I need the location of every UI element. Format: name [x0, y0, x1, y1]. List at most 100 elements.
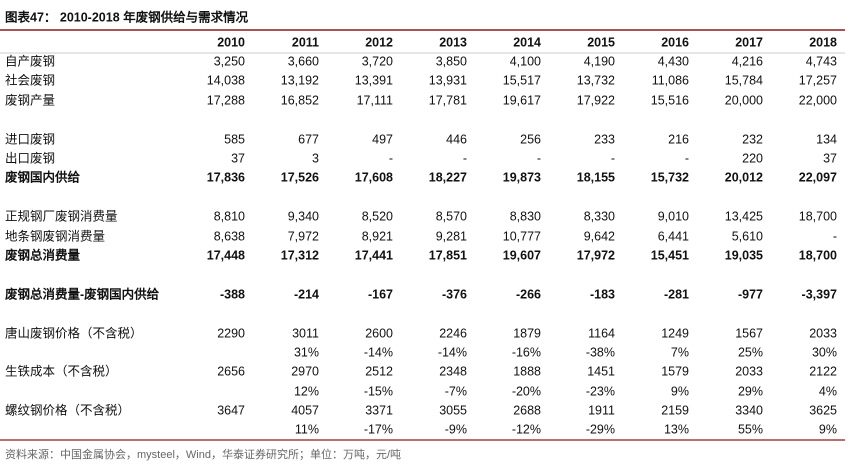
row-label: 废钢国内供给 [5, 169, 81, 184]
cell: -167 [368, 287, 393, 301]
row-label: 废钢总消费量 [5, 247, 81, 262]
cell: 3,850 [436, 54, 467, 68]
cell: 15,516 [651, 93, 689, 107]
cell: -281 [664, 287, 689, 301]
column-header: 2018 [809, 35, 837, 49]
cell: 2122 [809, 364, 837, 378]
column-header: 2017 [735, 35, 763, 49]
cell: 30% [812, 345, 837, 359]
cell: 11,086 [652, 73, 689, 87]
cell: 9,340 [288, 209, 319, 223]
cell: 31% [294, 345, 319, 359]
cell: 1888 [513, 364, 541, 378]
row-label: 地条钢废钢消费量 [5, 228, 105, 243]
cell: 55% [738, 422, 763, 436]
cell: 3,660 [288, 54, 319, 68]
row-label: 废钢总消费量-废钢国内供给 [5, 286, 160, 301]
row-label: 废钢产量 [5, 92, 55, 107]
cell: 3011 [292, 326, 319, 340]
source-note: 资料来源：中国金属协会，mysteel，Wind，华泰证券研究所；单位：万吨，元… [5, 447, 401, 461]
cell: 19,607 [503, 248, 541, 262]
row-label: 社会废钢 [5, 72, 55, 87]
cell: -14% [364, 345, 393, 359]
cell: -376 [442, 287, 467, 301]
cell: 17,257 [799, 73, 837, 87]
cell: 12% [294, 384, 319, 398]
cell: 15,732 [651, 170, 689, 184]
figure-title: 图表47： 2010-2018 年废钢供给与需求情况 [5, 9, 249, 24]
cell: -14% [438, 345, 467, 359]
cell: 4057 [291, 403, 319, 417]
cell: 3371 [365, 403, 393, 417]
cell: 17,288 [207, 93, 245, 107]
column-header: 2010 [217, 35, 245, 49]
cell: -7% [445, 384, 467, 398]
cell: 256 [520, 132, 541, 146]
cell: -12% [512, 422, 541, 436]
cell: 4,743 [806, 54, 837, 68]
cell: -977 [738, 287, 763, 301]
row-label: 唐山废钢价格（不含税） [5, 325, 143, 340]
cell: 497 [372, 132, 393, 146]
cell: -183 [590, 287, 615, 301]
cell: 2970 [291, 364, 319, 378]
cell: 15,451 [651, 248, 689, 262]
cell: 3 [312, 151, 319, 165]
cell: 18,155 [577, 170, 615, 184]
cell: 4% [819, 384, 837, 398]
cell: 3340 [735, 403, 763, 417]
cell: 4,100 [510, 54, 541, 68]
cell: - [833, 229, 837, 243]
cell: 2656 [217, 364, 245, 378]
cell: 8,810 [214, 209, 245, 223]
cell: 216 [668, 132, 689, 146]
cell: - [463, 151, 467, 165]
row-label: 生铁成本（不含税） [5, 363, 118, 378]
cell: 2600 [365, 326, 393, 340]
cell: 9,010 [658, 209, 689, 223]
cell: 17,448 [207, 248, 245, 262]
cell: 9,281 [436, 229, 467, 243]
cell: 1249 [661, 326, 689, 340]
cell: 3,250 [214, 54, 245, 68]
cell: 19,873 [503, 170, 541, 184]
cell: 17,312 [281, 248, 319, 262]
cell: 17,851 [429, 248, 467, 262]
cell: 1911 [588, 403, 615, 417]
column-header: 2016 [661, 35, 689, 49]
cell: 585 [224, 132, 245, 146]
cell: -266 [516, 287, 541, 301]
cell: 8,520 [362, 209, 393, 223]
cell: 4,430 [658, 54, 689, 68]
cell: - [537, 151, 541, 165]
cell: 15,517 [503, 73, 541, 87]
cell: 19,035 [725, 248, 763, 262]
cell: 29% [738, 384, 763, 398]
cell: 7,972 [288, 229, 319, 243]
cell: 3647 [217, 403, 245, 417]
cell: 19,617 [503, 93, 541, 107]
cell: 13,391 [355, 73, 393, 87]
cell: 9,642 [584, 229, 615, 243]
cell: -16% [512, 345, 541, 359]
cell: 10,777 [503, 229, 541, 243]
cell: 233 [594, 132, 615, 146]
row-label: 进口废钢 [5, 131, 55, 146]
cell: 17,972 [577, 248, 615, 262]
cell: 17,781 [429, 93, 467, 107]
cell: 13,425 [725, 209, 763, 223]
cell: 9% [671, 384, 689, 398]
cell: -23% [586, 384, 615, 398]
cell: 2688 [513, 403, 541, 417]
cell: 2033 [809, 326, 837, 340]
cell: 446 [446, 132, 467, 146]
cell: 37 [823, 151, 837, 165]
cell: 134 [816, 132, 837, 146]
cell: 18,700 [799, 248, 837, 262]
cell: 1451 [587, 364, 615, 378]
cell: - [611, 151, 615, 165]
column-header: 2014 [513, 35, 541, 49]
cell: 2246 [439, 326, 467, 340]
cell: 17,526 [281, 170, 319, 184]
